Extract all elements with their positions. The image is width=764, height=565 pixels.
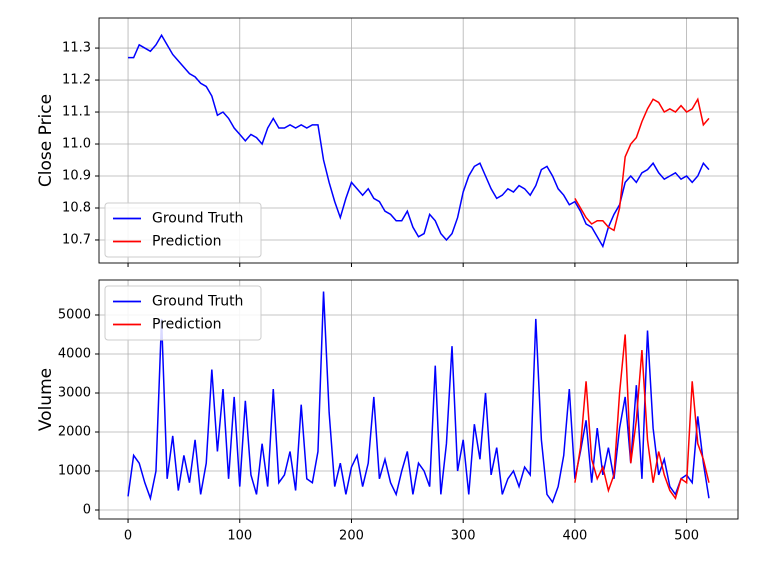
data-line bbox=[574, 97, 710, 232]
legend-label: Prediction bbox=[152, 317, 222, 333]
y-tick-label: 5000 bbox=[58, 307, 91, 322]
y-tick-label: 11.0 bbox=[62, 137, 91, 152]
y-axis-label: Close Price bbox=[36, 94, 56, 187]
data-line bbox=[574, 334, 710, 500]
axes-frame bbox=[98, 17, 739, 264]
y-tick-label: 4000 bbox=[58, 346, 91, 361]
x-tick-label: 0 bbox=[124, 529, 132, 544]
y-tick-label: 10.8 bbox=[62, 200, 91, 215]
legend-box bbox=[104, 202, 262, 258]
y-tick-label: 3000 bbox=[58, 385, 91, 400]
y-tick-label: 10.7 bbox=[62, 232, 91, 247]
legend-label: Prediction bbox=[152, 234, 222, 250]
y-tick-label: 11.1 bbox=[62, 105, 91, 120]
legend-label: Ground Truth bbox=[152, 211, 243, 227]
y-tick-label: 1000 bbox=[58, 463, 91, 478]
y-axis-label: Volume bbox=[36, 368, 56, 431]
legend-box bbox=[104, 285, 262, 341]
data-line bbox=[128, 33, 710, 249]
y-tick-label: 11.2 bbox=[62, 73, 91, 88]
y-tick-label: 11.3 bbox=[62, 41, 91, 56]
axes-frame bbox=[98, 279, 739, 520]
legend-label: Ground Truth bbox=[152, 294, 243, 310]
y-tick-label: 0 bbox=[83, 502, 91, 517]
y-tick-label: 2000 bbox=[58, 424, 91, 439]
x-tick-label: 500 bbox=[674, 529, 699, 544]
data-line bbox=[127, 291, 710, 504]
x-tick-label: 200 bbox=[339, 529, 364, 544]
y-tick-label: 10.9 bbox=[62, 169, 91, 184]
x-tick-label: 100 bbox=[227, 529, 252, 544]
x-tick-label: 400 bbox=[562, 529, 587, 544]
x-tick-label: 300 bbox=[451, 529, 476, 544]
